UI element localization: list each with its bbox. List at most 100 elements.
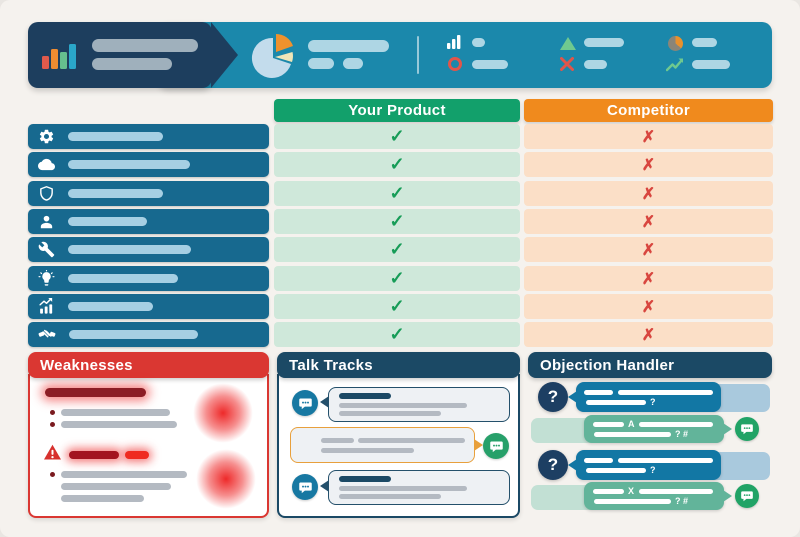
handshake-icon — [38, 329, 56, 338]
cross-mark: ✗ — [641, 241, 656, 259]
bubble-tail — [320, 480, 329, 492]
feature-label-bar — [68, 189, 163, 198]
feature-label-bar — [68, 217, 147, 226]
feature-row — [28, 266, 269, 291]
answer-glyphs: ? # — [675, 496, 689, 506]
redacted-glow — [192, 382, 254, 444]
stat-value-bar — [584, 60, 607, 69]
text-bar-white — [593, 422, 624, 427]
talk-tracks-panel: Talk Tracks — [277, 352, 520, 518]
feature-row — [28, 152, 269, 177]
mini-pie-icon — [668, 36, 683, 51]
banner-subtitle-bar — [92, 58, 172, 70]
stat-value-bar — [692, 38, 717, 47]
redacted-heading-bar — [45, 388, 146, 397]
trend-up-icon — [666, 58, 683, 72]
feature-row — [28, 237, 269, 262]
speech-bubble — [328, 470, 510, 505]
feature-label-bar — [69, 330, 198, 339]
text-bar — [321, 448, 414, 453]
top-banner — [28, 22, 772, 88]
pie-chart-icon — [251, 33, 293, 78]
question-bubble: ? — [576, 382, 721, 412]
question-badge-icon: ? — [538, 382, 568, 412]
text-bar — [339, 494, 441, 499]
feature-label-bar — [68, 274, 178, 283]
your-product-cell: ✓ — [274, 294, 520, 319]
feature-row — [28, 124, 269, 149]
mini-bar-chart-icon — [447, 35, 461, 49]
text-bar-dark — [339, 393, 391, 399]
feature-label-bar — [68, 302, 153, 311]
feature-label-bar — [68, 160, 190, 169]
text-bar-white — [639, 489, 713, 494]
bubble-tail — [474, 439, 483, 451]
your-product-cell: ✓ — [274, 124, 520, 149]
text-bar — [321, 438, 354, 443]
feature-row — [28, 209, 269, 234]
check-mark: ✓ — [389, 126, 405, 146]
bullet-dot — [50, 472, 55, 477]
chat-bubble-icon — [292, 390, 318, 416]
text-bar-white — [584, 458, 613, 463]
objection-handler-panel: Objection Handler ? ? A ? # — [528, 352, 772, 518]
redacted-red-bar — [125, 451, 149, 459]
banner-divider — [417, 36, 419, 74]
bar-chart-icon — [42, 44, 76, 69]
your-product-label: Your Product — [348, 102, 446, 119]
competitor-cell: ✗ — [524, 294, 773, 319]
banner-text-bar — [308, 40, 389, 52]
redacted-red-bar — [69, 451, 119, 459]
weaknesses-header: Weaknesses — [28, 352, 269, 378]
lightbulb-icon — [38, 270, 55, 286]
banner-title-bar — [92, 39, 198, 52]
bubble-tail — [320, 396, 329, 408]
feature-label-bar — [68, 245, 191, 254]
cross-mark: ✗ — [641, 156, 656, 174]
talk-tracks-title: Talk Tracks — [289, 356, 373, 374]
bullet-dot — [50, 422, 55, 427]
question-bubble: ? — [576, 450, 721, 480]
objection-handler-header: Objection Handler — [528, 352, 772, 378]
your-product-cell: ✓ — [274, 266, 520, 291]
bubble-tail — [568, 391, 577, 403]
weaknesses-title: Weaknesses — [40, 356, 133, 374]
answer-glyphs: ? # — [675, 429, 689, 439]
text-bar — [61, 495, 144, 502]
banner-navy-section — [28, 22, 212, 88]
talk-tracks-header: Talk Tracks — [277, 352, 520, 378]
growth-chart-icon — [39, 298, 53, 314]
competitor-cell: ✗ — [524, 124, 773, 149]
column-header-competitor: Competitor — [524, 99, 773, 122]
text-bar-white — [586, 400, 646, 405]
cross-mark: ✗ — [641, 298, 656, 316]
cross-mark: ✗ — [641, 270, 656, 288]
competitor-label: Competitor — [607, 102, 690, 119]
text-bar-white — [593, 489, 624, 494]
competitor-cell: ✗ — [524, 209, 773, 234]
speech-bubble-reply — [290, 427, 475, 463]
triangle-up-icon — [560, 37, 576, 50]
stat-value-bar — [584, 38, 624, 47]
chat-bubble-icon — [735, 417, 759, 441]
bullet-dot — [50, 410, 55, 415]
chat-bubble-icon — [292, 474, 318, 500]
answer-label: A — [628, 419, 635, 429]
check-mark: ✓ — [389, 324, 405, 344]
your-product-cell: ✓ — [274, 322, 520, 347]
text-bar — [61, 409, 170, 416]
circle-outline-icon — [448, 57, 462, 71]
text-bar — [339, 411, 441, 416]
cross-mark: ✗ — [641, 185, 656, 203]
wrench-icon — [38, 241, 55, 258]
text-bar — [61, 471, 187, 478]
banner-text-bar — [343, 58, 363, 69]
speech-bubble — [328, 387, 510, 422]
check-mark: ✓ — [389, 211, 405, 231]
column-header-your-product: Your Product — [274, 99, 520, 122]
check-mark: ✓ — [389, 296, 405, 316]
competitor-cell: ✗ — [524, 152, 773, 177]
feature-row — [28, 181, 269, 206]
text-bar-white — [594, 499, 671, 504]
